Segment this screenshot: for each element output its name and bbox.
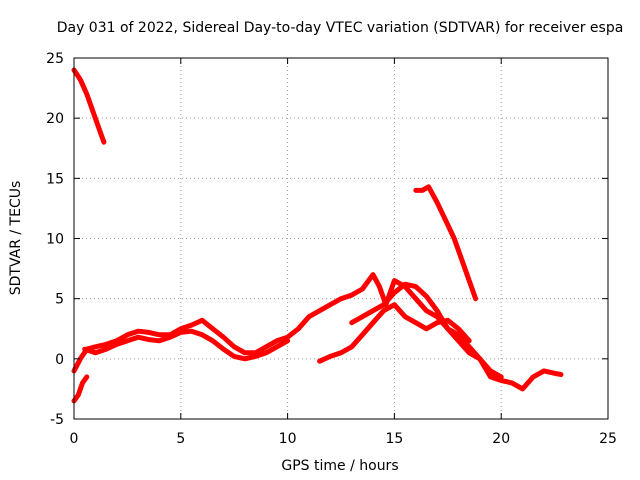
series-arc-1 (71, 67, 107, 145)
series-arc-2 (71, 374, 90, 404)
y-tick-label: 10 (46, 232, 64, 248)
x-tick-label: 25 (599, 431, 617, 447)
y-tick-label: 25 (46, 51, 64, 67)
x-tick-label: 10 (279, 431, 297, 447)
axis-ticks: 0 5 10 15 20 25 -5 0 5 10 15 20 25 (46, 51, 617, 447)
data-series (71, 67, 564, 404)
y-axis-label: SDTVAR / TECUs (8, 181, 24, 296)
y-tick-label: 5 (55, 292, 64, 308)
grid-lines (74, 58, 608, 419)
y-tick-label: 15 (46, 171, 64, 187)
x-tick-label: 5 (176, 431, 185, 447)
x-tick-label: 20 (492, 431, 510, 447)
series-arc-7 (413, 184, 479, 302)
chart-title: Day 031 of 2022, Sidereal Day-to-day VTE… (57, 20, 624, 36)
y-tick-label: 0 (55, 352, 64, 368)
y-tick-label: -5 (50, 412, 64, 428)
series-arc-4 (82, 328, 291, 362)
x-tick-label: 0 (70, 431, 79, 447)
y-tick-label: 20 (46, 111, 64, 127)
x-axis-label: GPS time / hours (281, 458, 398, 474)
series-arc-6 (349, 281, 504, 380)
x-tick-label: 15 (385, 431, 403, 447)
series-arc-5 (317, 302, 472, 364)
